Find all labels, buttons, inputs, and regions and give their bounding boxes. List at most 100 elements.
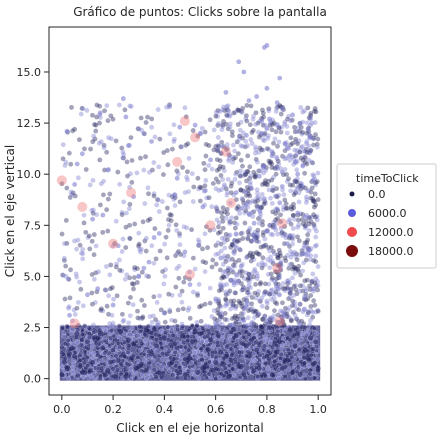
data-point bbox=[312, 205, 317, 210]
data-point bbox=[178, 358, 183, 363]
y-tick-label: 15.0 bbox=[17, 66, 42, 79]
data-point bbox=[155, 322, 160, 327]
data-point bbox=[107, 192, 112, 197]
data-point bbox=[240, 164, 245, 169]
data-point bbox=[230, 367, 235, 372]
data-point bbox=[222, 275, 227, 280]
data-point bbox=[141, 131, 146, 136]
data-point bbox=[111, 303, 116, 308]
data-point bbox=[79, 343, 84, 348]
data-point bbox=[205, 334, 210, 339]
data-point bbox=[239, 304, 244, 309]
data-point bbox=[267, 325, 272, 330]
data-point bbox=[124, 374, 129, 379]
x-tick-label: 0.2 bbox=[104, 403, 122, 416]
data-point bbox=[237, 134, 242, 139]
data-point bbox=[313, 106, 318, 111]
data-point bbox=[203, 269, 208, 274]
data-point bbox=[239, 274, 244, 279]
data-point bbox=[143, 332, 148, 337]
data-point bbox=[154, 344, 159, 349]
data-point bbox=[110, 313, 115, 318]
data-point bbox=[125, 160, 130, 165]
data-point bbox=[219, 173, 224, 178]
data-point bbox=[225, 339, 230, 344]
data-point bbox=[255, 187, 260, 192]
data-point bbox=[241, 354, 246, 359]
data-point bbox=[246, 230, 251, 235]
data-point bbox=[105, 304, 110, 309]
data-point bbox=[87, 233, 92, 238]
data-point bbox=[250, 255, 255, 260]
data-point bbox=[203, 188, 208, 193]
data-point bbox=[216, 121, 221, 126]
data-point bbox=[229, 215, 234, 220]
data-point bbox=[229, 181, 234, 186]
data-point bbox=[195, 355, 200, 360]
data-point bbox=[214, 205, 219, 210]
data-point bbox=[67, 151, 72, 156]
data-point bbox=[277, 76, 282, 81]
data-point bbox=[288, 233, 293, 238]
data-point bbox=[152, 327, 157, 332]
data-point bbox=[249, 104, 254, 109]
data-point bbox=[108, 336, 113, 341]
data-point bbox=[96, 353, 101, 358]
data-point bbox=[305, 232, 310, 237]
data-point bbox=[260, 304, 265, 309]
data-point bbox=[245, 103, 250, 108]
data-point bbox=[78, 353, 83, 358]
data-point bbox=[188, 316, 193, 321]
data-point bbox=[156, 164, 161, 169]
data-point bbox=[60, 232, 65, 237]
data-point bbox=[279, 352, 284, 357]
data-point bbox=[233, 306, 238, 311]
data-point bbox=[170, 360, 175, 365]
data-point bbox=[173, 364, 178, 369]
data-point bbox=[210, 265, 215, 270]
data-point bbox=[233, 291, 238, 296]
data-point bbox=[216, 135, 221, 140]
x-tick-label: 0.0 bbox=[53, 403, 71, 416]
data-point bbox=[228, 307, 233, 312]
data-point bbox=[242, 286, 247, 291]
data-point bbox=[106, 118, 111, 123]
data-point bbox=[100, 346, 105, 351]
data-point bbox=[117, 258, 122, 263]
data-point bbox=[280, 233, 285, 238]
highlight-point bbox=[272, 263, 282, 273]
data-point bbox=[144, 236, 149, 241]
highlight-point bbox=[77, 202, 87, 212]
data-point bbox=[246, 350, 251, 355]
data-point bbox=[172, 122, 177, 127]
data-point bbox=[183, 105, 188, 110]
data-point bbox=[224, 113, 229, 118]
data-point bbox=[223, 354, 228, 359]
data-point bbox=[312, 222, 317, 227]
data-point bbox=[262, 196, 267, 201]
data-point bbox=[311, 178, 316, 183]
data-point bbox=[75, 331, 80, 336]
data-point bbox=[183, 190, 188, 195]
data-point bbox=[270, 201, 275, 206]
data-point bbox=[221, 205, 226, 210]
data-point bbox=[208, 117, 213, 122]
data-point bbox=[128, 236, 133, 241]
data-point bbox=[301, 221, 306, 226]
data-point bbox=[184, 225, 189, 230]
data-point bbox=[144, 249, 149, 254]
data-point bbox=[262, 372, 267, 377]
data-point bbox=[135, 309, 140, 314]
data-point bbox=[149, 125, 154, 130]
data-point bbox=[171, 197, 176, 202]
data-point bbox=[60, 326, 65, 331]
data-point bbox=[253, 340, 258, 345]
data-point bbox=[97, 158, 102, 163]
data-point bbox=[280, 106, 285, 111]
data-point bbox=[149, 352, 154, 357]
x-tick-label: 0.4 bbox=[156, 403, 174, 416]
data-point bbox=[117, 345, 122, 350]
data-point bbox=[196, 344, 201, 349]
data-point bbox=[76, 300, 81, 305]
data-point bbox=[257, 366, 262, 371]
